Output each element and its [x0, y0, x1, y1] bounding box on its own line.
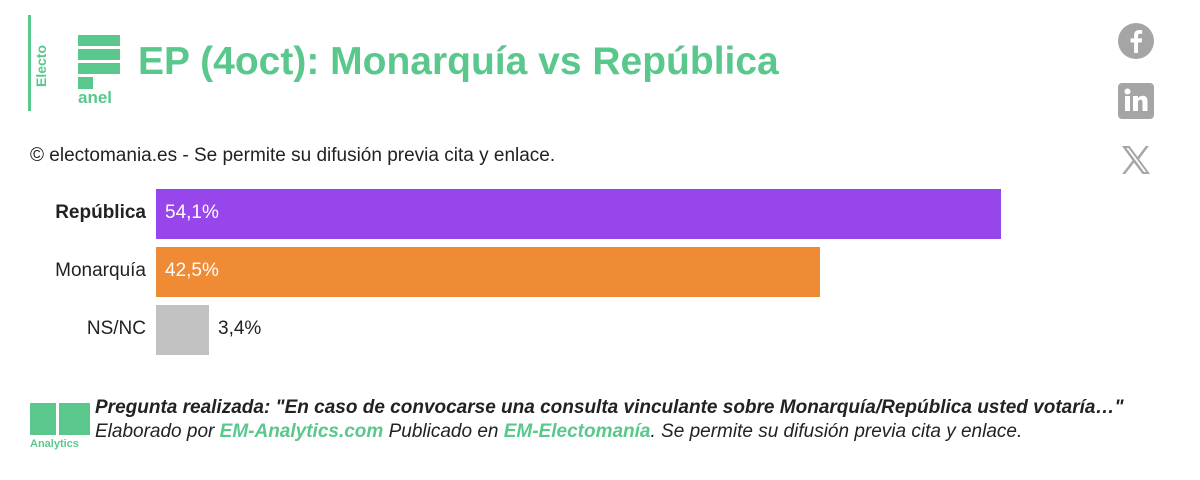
facebook-icon[interactable] — [1117, 22, 1155, 60]
page-title: EP (4oct): Monarquía vs República — [138, 40, 779, 83]
bar — [156, 305, 209, 355]
footnote-middle: Publicado en — [383, 421, 504, 442]
footnote-prefix: Elaborado por — [95, 421, 220, 442]
logo-electo-text: Electo — [33, 44, 49, 87]
logo-anel-text: anel — [78, 88, 113, 107]
x-icon[interactable] — [1117, 141, 1155, 179]
em-analytics-link[interactable]: EM-Analytics.com — [219, 421, 384, 442]
survey-question: Pregunta realizada: "En caso de convocar… — [95, 397, 1124, 418]
logo-bar — [28, 15, 31, 111]
data-label: 42,5% — [165, 260, 219, 281]
em-analytics-logo: Analytics — [30, 403, 90, 450]
survey-footnote: Pregunta realizada: "En caso de convocar… — [95, 396, 1155, 444]
category-label: República — [55, 202, 146, 223]
bar — [156, 247, 820, 297]
em-electomania-link[interactable]: EM-Electomanía — [503, 421, 651, 442]
bar — [156, 189, 1001, 239]
footnote-suffix: . Se permite su difusión previa cita y e… — [650, 421, 1023, 442]
electopanel-logo: Electo anel — [28, 15, 120, 111]
data-label: 3,4% — [218, 318, 262, 339]
linkedin-icon[interactable] — [1117, 82, 1155, 120]
bar-chart: República 54,1% Monarquía 42,5% NS/NC 3,4% — [0, 180, 1100, 360]
em-analytics-logo-text: Analytics — [30, 438, 79, 450]
category-label: NS/NC — [86, 318, 146, 339]
data-label: 54,1% — [165, 202, 219, 223]
copyright-notice: © electomania.es - Se permite su difusió… — [30, 145, 556, 166]
category-label: Monarquía — [55, 260, 146, 281]
